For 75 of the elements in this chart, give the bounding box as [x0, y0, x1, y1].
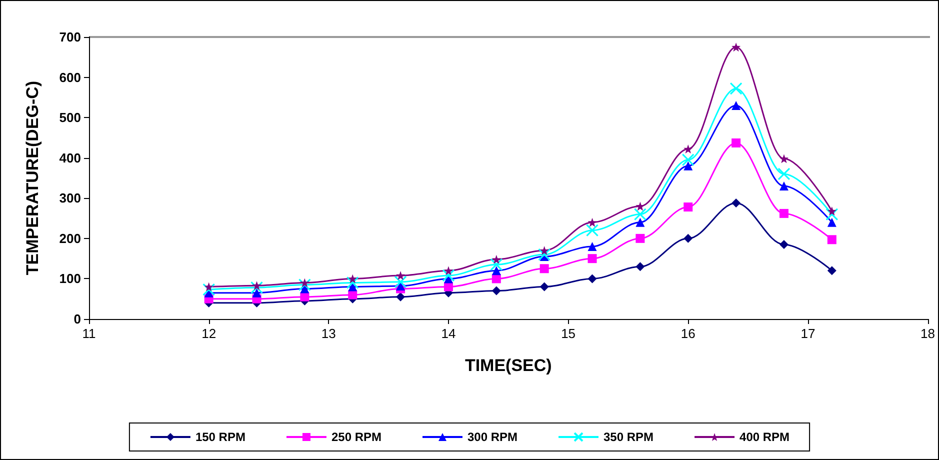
y-tick-label: 0	[74, 312, 81, 326]
point	[732, 100, 741, 110]
x-tick-label: 13	[321, 326, 336, 341]
y-tick-label: 700	[59, 30, 81, 44]
point	[827, 218, 836, 227]
point	[684, 234, 693, 243]
point	[252, 288, 262, 298]
x-tick-label: 14	[441, 326, 456, 341]
point	[730, 82, 742, 95]
point	[444, 282, 453, 292]
point	[348, 274, 358, 284]
y-tick-label: 500	[59, 110, 81, 126]
point	[778, 168, 790, 180]
y-tick-label: 600	[59, 70, 81, 85]
legend-label: 250 RPM	[331, 430, 382, 444]
point	[202, 283, 216, 296]
point	[588, 242, 597, 251]
point	[636, 218, 645, 227]
point	[826, 208, 838, 221]
x-tick-label: 17	[800, 326, 816, 341]
point	[732, 42, 741, 52]
y-tick-label: 100	[59, 271, 81, 286]
point	[396, 270, 406, 280]
point	[684, 144, 693, 154]
point	[732, 138, 741, 148]
point	[586, 224, 599, 237]
point	[827, 266, 836, 276]
point	[442, 269, 455, 282]
point	[490, 258, 503, 271]
x-axis-title: TIME(SEC)	[464, 356, 552, 375]
point	[444, 266, 453, 276]
legend-label: 400 RPM	[740, 430, 790, 444]
point	[684, 161, 693, 170]
point	[682, 154, 694, 166]
point	[636, 262, 645, 272]
x-tick-label: 16	[680, 326, 696, 341]
point	[492, 266, 501, 276]
point	[827, 206, 836, 216]
point	[540, 246, 549, 256]
point	[779, 240, 788, 249]
point	[250, 281, 264, 294]
point	[394, 276, 407, 288]
point	[396, 292, 406, 302]
point	[779, 182, 788, 191]
point	[538, 248, 551, 261]
point	[492, 254, 501, 264]
point	[540, 264, 549, 274]
point	[684, 202, 693, 212]
x-tick-label: 11	[82, 326, 96, 341]
point	[588, 254, 597, 264]
point	[540, 282, 549, 292]
point	[252, 281, 262, 290]
point	[588, 218, 597, 227]
point	[588, 274, 597, 284]
x-tick-label: 12	[202, 326, 216, 341]
point	[300, 278, 310, 288]
y-axis-title: TEMPERATURE(DEG-C)	[23, 80, 42, 276]
point	[298, 278, 311, 292]
x-tick-label: 15	[561, 326, 576, 341]
point	[732, 198, 741, 208]
point	[346, 276, 359, 290]
point	[634, 208, 646, 221]
y-tick-label: 300	[59, 190, 81, 206]
y-tick-label: 200	[59, 230, 81, 246]
x-tick-label: 18	[920, 326, 936, 341]
legend-label: 300 RPM	[467, 430, 518, 444]
legend-label: 350 RPM	[604, 430, 654, 444]
legend-label: 150 RPM	[195, 430, 246, 444]
point	[827, 235, 836, 244]
y-tick-label: 400	[59, 150, 81, 166]
point	[204, 282, 214, 292]
point	[492, 286, 501, 296]
point	[779, 208, 788, 218]
point	[779, 154, 788, 164]
point	[636, 234, 645, 243]
